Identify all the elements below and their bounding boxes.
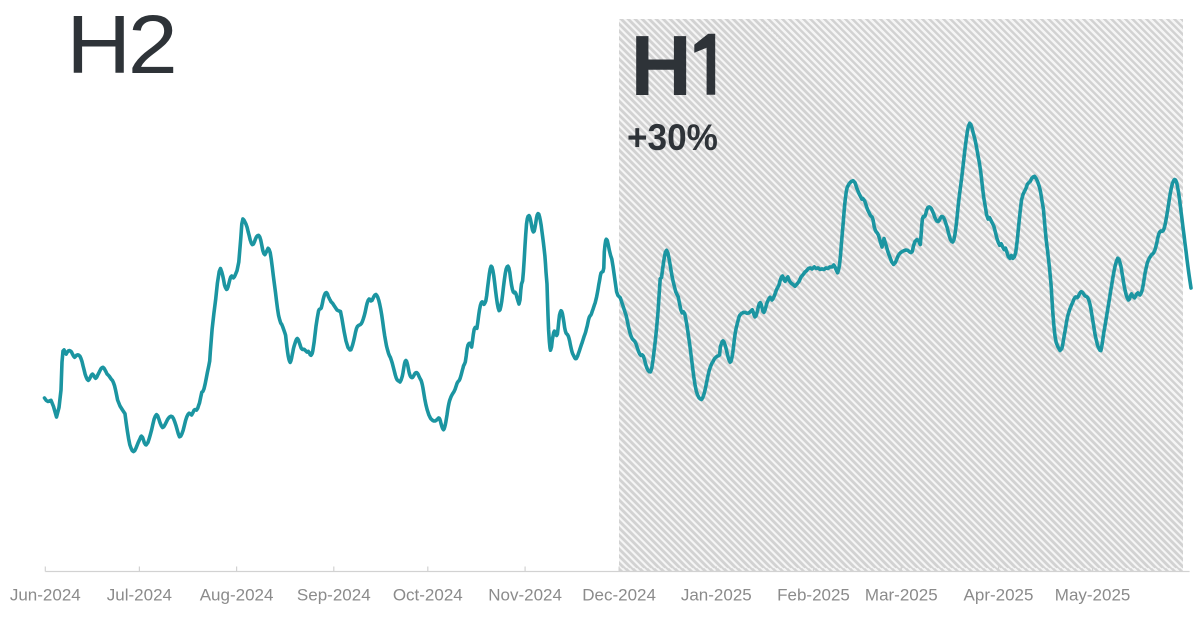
svg-text:H2: H2	[66, 0, 174, 91]
svg-text:Feb-2025: Feb-2025	[777, 586, 850, 605]
svg-text:Jul-2024: Jul-2024	[107, 586, 172, 605]
svg-text:May-2025: May-2025	[1055, 586, 1131, 605]
svg-text:Apr-2025: Apr-2025	[964, 586, 1034, 605]
svg-text:Jan-2025: Jan-2025	[681, 586, 752, 605]
svg-text:Dec-2024: Dec-2024	[582, 586, 656, 605]
svg-text:Sep-2024: Sep-2024	[297, 586, 371, 605]
svg-text:Nov-2024: Nov-2024	[488, 586, 562, 605]
svg-text:Aug-2024: Aug-2024	[200, 586, 274, 605]
svg-text:Oct-2024: Oct-2024	[393, 586, 463, 605]
svg-text:Mar-2025: Mar-2025	[865, 586, 938, 605]
svg-text:+30%: +30%	[627, 116, 718, 158]
svg-text:H: H	[631, 19, 692, 114]
svg-text:Jun-2024: Jun-2024	[10, 586, 81, 605]
